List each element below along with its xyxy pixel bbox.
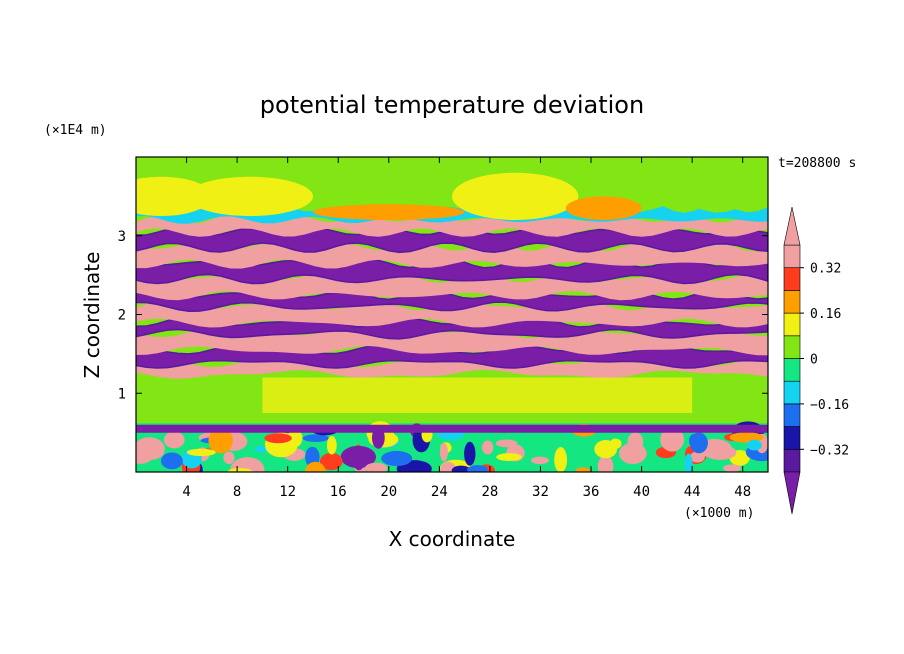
x-tick-label: 28 — [481, 484, 498, 500]
x-tick-label: 20 — [380, 484, 397, 500]
field-patch — [381, 450, 413, 467]
colorbar-extend-top — [783, 206, 801, 246]
field-patch — [467, 465, 488, 472]
x-unit-label: (×1000 m) — [684, 506, 754, 521]
field-patch — [262, 377, 693, 413]
field-patch — [723, 464, 741, 472]
field-patch — [223, 451, 235, 465]
field-patch — [565, 196, 642, 220]
y-unit-label: (×1E4 m) — [44, 123, 107, 138]
colorbar-segment — [783, 403, 801, 427]
field-patch — [554, 446, 568, 472]
field-patch — [144, 441, 165, 459]
field-patch — [287, 429, 303, 448]
field-patch — [439, 442, 448, 462]
y-tick-label: 3 — [118, 229, 126, 245]
colorbar-label: −0.16 — [810, 398, 849, 413]
x-tick-label: 4 — [182, 484, 190, 500]
colorbar-label: −0.32 — [810, 443, 849, 458]
x-tick-label: 44 — [684, 484, 701, 500]
field-patch — [326, 436, 337, 455]
colorbar-segment — [783, 244, 801, 269]
field-patch — [305, 461, 326, 472]
field-patch — [160, 452, 183, 470]
field-patch — [689, 451, 705, 463]
y-axis-label: Z coordinate — [80, 252, 104, 379]
colorbar-segment — [783, 267, 801, 291]
field-patch — [575, 467, 591, 472]
field-patch — [597, 455, 614, 472]
field-patch — [464, 441, 476, 466]
field-patch — [364, 462, 388, 472]
colorbar-label: 0.32 — [810, 262, 841, 277]
field-patch — [208, 427, 233, 454]
field-patch — [340, 445, 377, 469]
field-patch — [704, 445, 737, 460]
field-band — [136, 242, 768, 268]
chart-title: potential temperature deviation — [260, 91, 644, 119]
time-label: t=208800 s — [778, 156, 856, 171]
y-tick-label: 2 — [118, 308, 126, 324]
field-band — [136, 274, 768, 300]
colorbar-extend-bottom — [783, 471, 801, 515]
field-patch — [186, 448, 216, 457]
field-patch — [186, 176, 313, 217]
colorbar-label: 0 — [810, 353, 818, 368]
colorbar-segment — [783, 290, 801, 314]
field-patch — [452, 172, 579, 220]
colorbar-segment — [783, 358, 801, 382]
y-tick-label: 1 — [118, 386, 126, 402]
field-patch — [496, 453, 522, 461]
contour-field — [136, 157, 768, 472]
field-band-edge — [136, 227, 768, 254]
field-band — [136, 358, 768, 378]
field-patch — [451, 465, 471, 472]
x-axis-label: X coordinate — [389, 527, 516, 551]
field-band — [136, 424, 768, 433]
x-tick-label: 36 — [583, 484, 600, 500]
x-tick-label: 40 — [633, 484, 650, 500]
field-patch — [530, 456, 549, 465]
colorbar: 0.32 0.16 0 −0.16 −0.32 — [783, 206, 849, 515]
colorbar-segment — [783, 380, 801, 405]
field-band-edge — [136, 242, 768, 269]
field-band-edge — [136, 316, 768, 340]
field-patch — [227, 468, 253, 472]
field-band-edge — [136, 344, 768, 369]
field-patch — [746, 439, 762, 451]
colorbar-segment — [783, 335, 801, 359]
field-patch — [481, 440, 494, 455]
field-patch — [495, 439, 518, 448]
field-patch — [264, 433, 292, 444]
field-patch — [312, 204, 465, 220]
colorbar-segment — [783, 448, 801, 473]
x-tick-label: 16 — [330, 484, 347, 500]
field-patch — [163, 431, 185, 449]
field-patch — [660, 427, 685, 452]
x-tick-label: 12 — [279, 484, 296, 500]
field-patch — [684, 453, 693, 472]
field-patch — [302, 434, 329, 442]
x-tick-label: 32 — [532, 484, 549, 500]
colorbar-segment — [783, 312, 801, 337]
colorbar-label: 0.16 — [810, 307, 841, 322]
x-axis: 4 8 12 16 20 24 28 32 36 40 44 48 — [182, 157, 751, 500]
field-patch — [319, 452, 343, 471]
colorbar-segment — [783, 426, 801, 450]
field-patch — [619, 442, 647, 465]
x-tick-label: 48 — [734, 484, 751, 500]
field-patch — [136, 176, 212, 217]
y-axis: 1 2 3 — [118, 229, 768, 402]
x-tick-label: 8 — [233, 484, 241, 500]
field-patch — [594, 440, 618, 459]
field-patch — [689, 432, 708, 454]
x-tick-label: 24 — [431, 484, 448, 500]
